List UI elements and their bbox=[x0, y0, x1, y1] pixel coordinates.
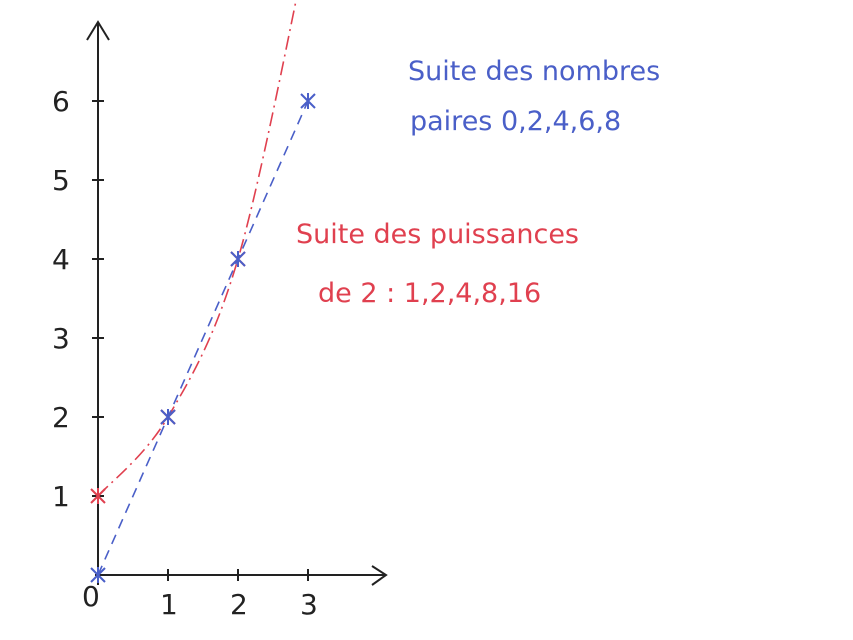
x-axis-arrow bbox=[371, 565, 388, 586]
y-tick-label: 2 bbox=[52, 401, 70, 434]
data-point-0 bbox=[90, 488, 106, 504]
annotation-powers: Suite des puissances de 2 : 1,2,4,8,16 bbox=[296, 219, 579, 309]
x-tick-label: 1 bbox=[160, 588, 178, 621]
y-tick-label: 1 bbox=[52, 480, 70, 513]
data-point-1 bbox=[300, 93, 316, 109]
y-tick-label: 4 bbox=[52, 243, 70, 276]
y-tick-label: 5 bbox=[52, 164, 70, 197]
y-tick-label: 3 bbox=[52, 322, 70, 355]
origin-label: 0 bbox=[82, 580, 100, 613]
data-point-1 bbox=[160, 409, 176, 425]
annotation-powers-line-2: de 2 : 1,2,4,8,16 bbox=[318, 278, 541, 309]
annotation-powers-line-1: Suite des puissances bbox=[296, 219, 579, 250]
annotation-pairs: Suite des nombres paires 0,2,4,6,8 bbox=[408, 56, 660, 137]
y-tick-label: 6 bbox=[52, 85, 70, 118]
data-point-1 bbox=[230, 251, 246, 267]
data-point-1 bbox=[90, 567, 106, 583]
series-line-1 bbox=[97, 100, 309, 576]
annotation-pairs-line-1: Suite des nombres bbox=[408, 56, 660, 87]
x-tick-label: 2 bbox=[230, 588, 248, 621]
series-line-0 bbox=[97, 0, 297, 497]
y-axis-arrow bbox=[86, 20, 110, 41]
annotation-pairs-line-2: paires 0,2,4,6,8 bbox=[410, 106, 621, 137]
x-tick-label: 3 bbox=[300, 588, 318, 621]
